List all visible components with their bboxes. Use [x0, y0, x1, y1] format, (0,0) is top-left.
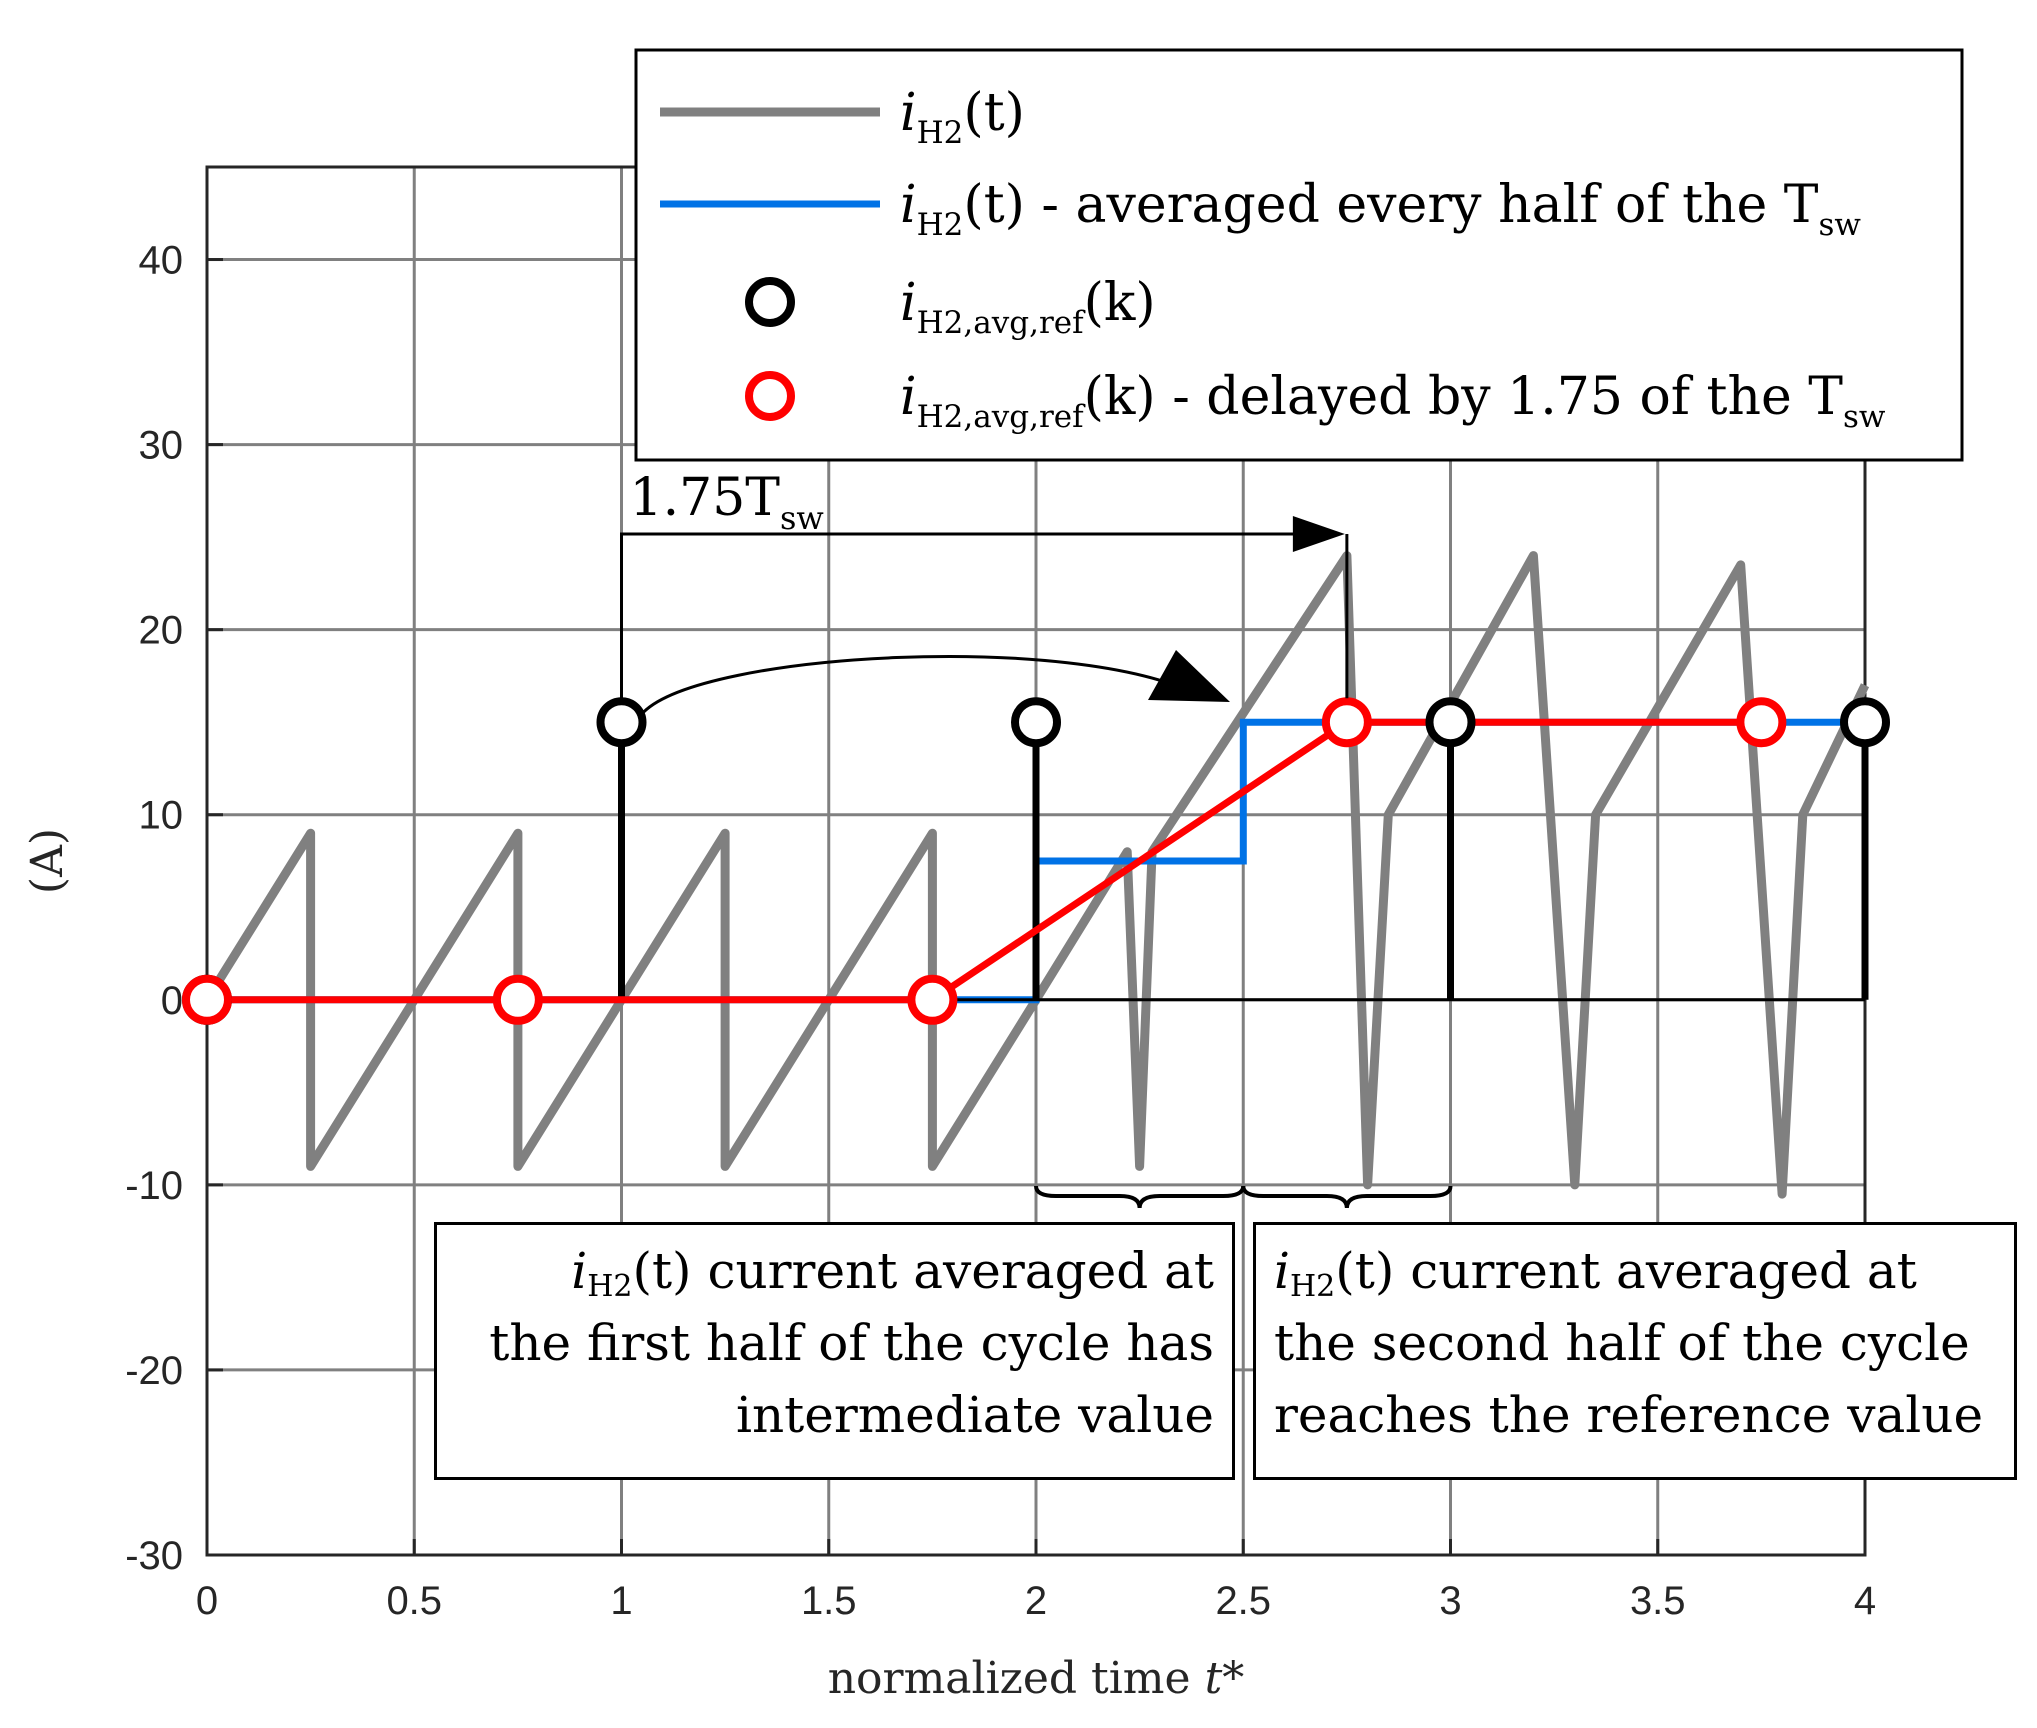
delay-label-sub: sw	[780, 499, 824, 537]
curved-arrow-head	[1148, 650, 1230, 702]
x-tick-label: 1.5	[801, 1579, 857, 1623]
y-tick-label: 20	[139, 609, 184, 653]
x-tick-label: 2	[1025, 1579, 1047, 1623]
series-layer	[182, 551, 1890, 1199]
brace-first-half	[1034, 1185, 1246, 1209]
delay-label: 1.75Tsw	[630, 468, 824, 537]
legend-box	[634, 48, 1964, 462]
box2-line3: reaches the reference value	[1274, 1386, 1984, 1444]
x-tick-label: 0	[196, 1579, 218, 1623]
box1-line2: the first half of the cycle has	[489, 1314, 1214, 1372]
box1-line1: iH2(t) current averaged at	[571, 1242, 1214, 1304]
x-axis-label: normalized time t*	[828, 1653, 1245, 1704]
delay-label-main: 1.75T	[630, 468, 781, 528]
ref-marker	[596, 697, 647, 748]
box2-line2: the second half of the cycle	[1274, 1314, 1970, 1372]
legend-label: iH2,avg,ref(k)	[900, 273, 1156, 341]
y-tick-label: 30	[139, 424, 184, 468]
delayed-marker	[907, 974, 958, 1025]
ref-marker	[1425, 697, 1476, 748]
annotation-box-first-half: iH2(t) current averaged at the first hal…	[434, 1222, 1235, 1480]
x-axis-symbol: t*	[1205, 1653, 1245, 1704]
y-tick-label: 40	[139, 239, 184, 283]
legend-label: iH2(t) - averaged every half of the Tsw	[900, 175, 1861, 243]
delayed-marker	[1736, 697, 1787, 748]
delayed-marker	[1321, 697, 1372, 748]
delayed-marker	[182, 974, 232, 1025]
legend: iH2(t) iH2(t) - averaged every half of th…	[634, 48, 1964, 462]
series-ih2-line	[203, 551, 1870, 1199]
y-tick-label: 0	[161, 979, 183, 1023]
annotation-layer	[620, 516, 1453, 1209]
x-ticks: 0 0.5 1 1.5 2 2.5 3 3.5 4	[196, 1539, 1876, 1623]
delay-arrow-line	[620, 532, 1297, 699]
legend-swatch-delayed	[745, 371, 795, 421]
box1-line3: intermediate value	[735, 1386, 1214, 1444]
x-tick-label: 2.5	[1215, 1579, 1271, 1623]
legend-swatch-ref	[745, 277, 795, 327]
y-tick-label: -30	[125, 1534, 183, 1578]
legend-label: iH2(t)	[900, 83, 1025, 151]
y-tick-label: -20	[125, 1349, 183, 1393]
brace-second-half	[1241, 1185, 1453, 1209]
y-tick-label: 10	[139, 794, 184, 838]
annotation-box-second-half: iH2(t) current averaged at the second ha…	[1253, 1222, 2017, 1480]
ref-marker	[1011, 697, 1061, 748]
x-tick-label: 3.5	[1630, 1579, 1686, 1623]
box2-line1: iH2(t) current averaged at	[1274, 1242, 1917, 1304]
delay-arrow-head	[1292, 516, 1345, 552]
x-tick-label: 3	[1439, 1579, 1461, 1623]
legend-label: iH2,avg,ref(k) - delayed by 1.75 of the …	[900, 367, 1886, 435]
y-tick-label: -10	[125, 1164, 183, 1208]
ref-marker	[1840, 697, 1890, 748]
x-tick-label: 0.5	[386, 1579, 442, 1623]
curved-arrow	[642, 655, 1199, 714]
x-tick-label: 1	[610, 1579, 632, 1623]
delayed-marker	[492, 974, 543, 1025]
x-tick-label: 4	[1854, 1579, 1876, 1623]
y-axis-label: (A)	[22, 828, 73, 894]
